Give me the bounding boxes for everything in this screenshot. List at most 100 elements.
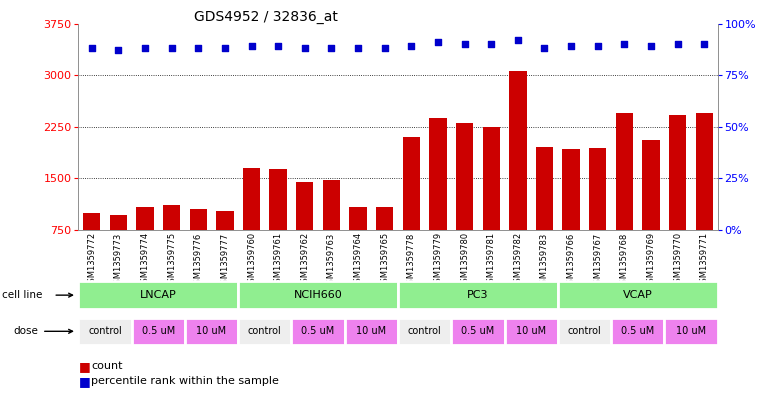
Bar [136,207,154,281]
Text: VCAP: VCAP [622,290,653,300]
Point [565,43,577,50]
Text: GSM1359778: GSM1359778 [407,232,416,288]
Text: GSM1359771: GSM1359771 [700,232,708,288]
Point [192,45,204,51]
Text: GSM1359774: GSM1359774 [141,232,149,288]
Bar [403,137,420,281]
Text: GSM1359765: GSM1359765 [380,232,389,288]
Point [645,43,657,50]
Bar [536,147,553,281]
Bar [110,215,127,281]
Text: GSM1359776: GSM1359776 [194,232,202,288]
Point [139,45,151,51]
Text: GSM1359782: GSM1359782 [514,232,522,288]
Point [458,41,470,48]
Point [165,45,177,51]
Text: 10 uM: 10 uM [196,326,227,336]
Text: 0.5 uM: 0.5 uM [142,326,175,336]
Text: ■: ■ [78,360,90,373]
Point [298,45,310,51]
Bar [558,281,718,309]
Text: GSM1359770: GSM1359770 [673,232,682,288]
Bar [664,318,718,345]
Point [591,43,603,50]
Bar [451,318,505,345]
Point [378,45,391,51]
Text: cell line: cell line [2,290,43,300]
Text: 0.5 uM: 0.5 uM [461,326,495,336]
Bar [238,318,291,345]
Point [671,41,683,48]
Text: GSM1359769: GSM1359769 [647,232,655,288]
Bar [562,149,580,281]
Text: GSM1359772: GSM1359772 [88,232,96,288]
Bar [163,205,180,281]
Bar [589,148,607,281]
Bar [505,318,558,345]
Bar [616,113,633,281]
Bar [185,318,238,345]
Text: 10 uM: 10 uM [676,326,706,336]
Text: GSM1359783: GSM1359783 [540,232,549,288]
Bar [345,318,398,345]
Bar [429,118,447,281]
Text: GSM1359779: GSM1359779 [434,232,442,288]
Text: LNCAP: LNCAP [140,290,177,300]
Point [352,45,364,51]
Bar [78,281,238,309]
Text: GSM1359777: GSM1359777 [221,232,229,288]
Point [272,43,285,50]
Bar [323,180,340,281]
Point [699,41,711,48]
Text: GSM1359767: GSM1359767 [594,232,602,288]
Text: count: count [91,361,123,371]
Text: ■: ■ [78,375,90,388]
Bar [611,318,664,345]
Text: control: control [88,326,122,336]
Text: GDS4952 / 32836_at: GDS4952 / 32836_at [194,10,339,24]
Text: GSM1359768: GSM1359768 [620,232,629,288]
Bar [132,318,185,345]
Text: 10 uM: 10 uM [356,326,387,336]
Text: percentile rank within the sample: percentile rank within the sample [91,376,279,386]
Bar [509,71,527,281]
Bar [696,113,713,281]
Bar [482,127,500,281]
Text: GSM1359780: GSM1359780 [460,232,469,288]
Bar [456,123,473,281]
Text: GSM1359761: GSM1359761 [274,232,282,288]
Bar [642,140,660,281]
Point [85,45,97,51]
Bar [189,209,207,281]
Point [538,45,550,51]
Bar [291,318,345,345]
Bar [78,318,132,345]
Text: GSM1359764: GSM1359764 [354,232,362,288]
Text: PC3: PC3 [467,290,489,300]
Text: GSM1359763: GSM1359763 [327,232,336,288]
Bar [349,207,367,281]
Bar [238,281,398,309]
Point [618,41,630,48]
Bar [296,182,314,281]
Bar [243,168,260,281]
Text: GSM1359781: GSM1359781 [487,232,495,288]
Text: control: control [248,326,282,336]
Point [219,45,231,51]
Text: 0.5 uM: 0.5 uM [301,326,335,336]
Text: dose: dose [14,326,39,336]
Point [485,41,497,48]
Text: GSM1359760: GSM1359760 [247,232,256,288]
Text: GSM1359762: GSM1359762 [301,232,309,288]
Text: 0.5 uM: 0.5 uM [621,326,654,336]
Point [511,37,524,43]
Bar [669,115,686,281]
Bar [398,318,451,345]
Text: 10 uM: 10 uM [516,326,546,336]
Text: control: control [568,326,601,336]
Point [112,47,124,53]
Bar [558,318,611,345]
Bar [216,211,234,281]
Bar [83,213,100,281]
Bar [376,207,393,281]
